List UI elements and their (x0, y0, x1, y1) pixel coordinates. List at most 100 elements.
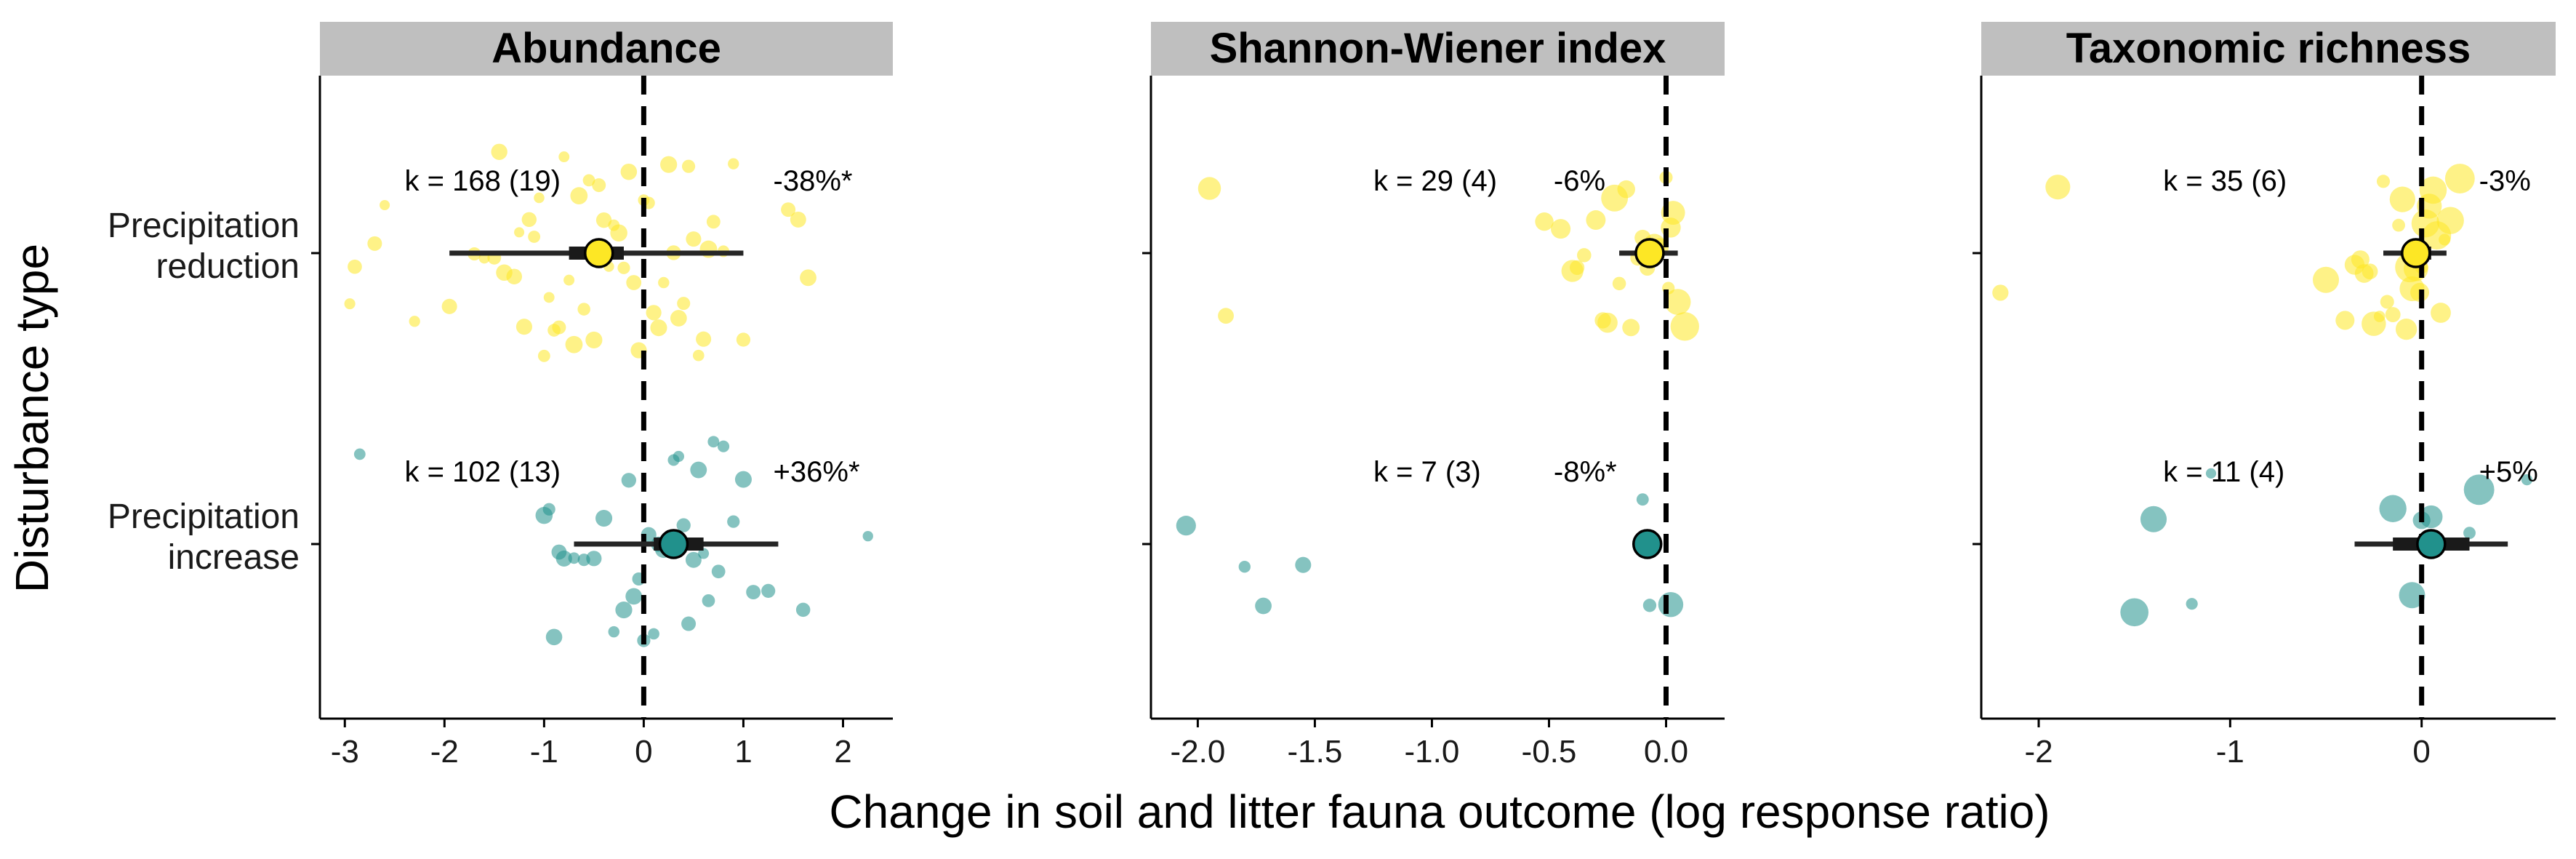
mean-estimate-point (658, 529, 689, 559)
y-tick-label-line: reduction (156, 247, 300, 286)
data-point (563, 274, 575, 286)
data-point (353, 448, 366, 460)
data-point (658, 276, 670, 289)
data-point (648, 628, 659, 640)
data-point (727, 515, 740, 528)
sample-size-label: k = 11 (4) (2163, 456, 2284, 488)
data-point (1670, 312, 1699, 341)
data-point (2376, 175, 2391, 188)
panel-taxonomic-richness: Taxonomic richness -2 -1 0 k = 35 (6) -3% k = … (1973, 22, 2556, 770)
x-tick-label: 0 (635, 734, 652, 770)
data-point (650, 319, 667, 337)
data-point (685, 551, 702, 568)
data-point (1992, 284, 2009, 301)
effect-size-label: -6% (1554, 165, 1605, 197)
data-point (534, 192, 545, 204)
x-tick-label: -1.0 (1405, 734, 1460, 770)
data-point (2120, 598, 2149, 627)
data-point (582, 174, 595, 187)
data-point (781, 202, 796, 217)
data-point (677, 297, 691, 311)
data-point (2389, 186, 2415, 212)
panel-title: Shannon-Wiener index (1210, 25, 1666, 72)
data-point (2351, 250, 2370, 269)
x-tick-label: -2 (2024, 734, 2053, 770)
data-point (570, 187, 588, 205)
data-point (348, 259, 362, 274)
mean-estimate-point (583, 238, 614, 268)
data-point (620, 163, 638, 180)
mean-estimate-point (2401, 238, 2431, 268)
data-point (586, 551, 602, 567)
data-point (2436, 207, 2464, 234)
sample-size-label: k = 102 (13) (404, 456, 561, 488)
data-point (702, 594, 715, 607)
x-tick-label: -3 (331, 734, 359, 770)
effect-size-label: -8%* (1554, 456, 1617, 488)
data-point (2312, 266, 2340, 293)
data-point (2373, 311, 2386, 322)
data-point (711, 564, 726, 579)
data-point (696, 331, 712, 347)
data-point (1535, 212, 1554, 231)
data-point (2045, 175, 2071, 200)
data-point (2140, 506, 2167, 532)
data-point (615, 601, 633, 619)
y-tick-label-line: Precipitation (108, 207, 300, 245)
data-point (728, 158, 739, 169)
y-tick-label-line: increase (168, 538, 300, 577)
data-point (676, 518, 691, 532)
data-point (610, 224, 627, 242)
panel-title: Taxonomic richness (2066, 25, 2471, 72)
mean-estimate-point (2416, 529, 2447, 559)
data-point (2420, 505, 2443, 529)
data-point (2419, 176, 2447, 204)
data-point (736, 332, 751, 347)
data-point (717, 440, 730, 452)
data-point (681, 616, 697, 631)
data-point (2399, 582, 2425, 609)
data-point (1597, 312, 1618, 333)
data-point (2463, 474, 2495, 506)
x-tick-label: -1 (2216, 734, 2244, 770)
data-point (568, 552, 580, 564)
data-point (646, 305, 662, 321)
data-point (626, 275, 642, 290)
x-tick-label: -2.0 (1170, 734, 1225, 770)
data-point (2362, 263, 2378, 280)
effect-size-label: -3% (2479, 165, 2531, 197)
sample-size-label: k = 7 (3) (1373, 456, 1481, 488)
panel-strip (1151, 22, 1725, 76)
data-point (1576, 248, 1592, 263)
data-point (2380, 295, 2394, 309)
data-point (2379, 495, 2407, 522)
data-point (521, 212, 537, 228)
data-point (2463, 527, 2476, 540)
data-point (800, 269, 816, 287)
data-point (673, 450, 685, 463)
sample-size-label: k = 29 (4) (1373, 165, 1497, 197)
data-point (367, 236, 382, 251)
data-point (585, 331, 603, 349)
data-point (1238, 561, 1251, 573)
x-tick-label: 0 (2412, 734, 2430, 770)
data-point (625, 588, 643, 605)
y-tick-label: Precipitation increase (108, 498, 300, 577)
data-point (617, 261, 630, 274)
data-point (608, 626, 620, 638)
data-point (506, 268, 523, 284)
data-point (795, 602, 811, 618)
data-point (2444, 164, 2475, 193)
data-point (409, 316, 420, 327)
data-point (686, 231, 702, 247)
effect-size-label: +5% (2479, 456, 2538, 488)
x-tick-label: 0.0 (1644, 734, 1688, 770)
data-point (558, 151, 570, 163)
data-point (862, 530, 873, 542)
data-point (1551, 219, 1571, 239)
data-point (660, 156, 678, 173)
data-point (1586, 210, 1606, 231)
data-point (1176, 516, 1196, 536)
data-point (515, 319, 532, 335)
